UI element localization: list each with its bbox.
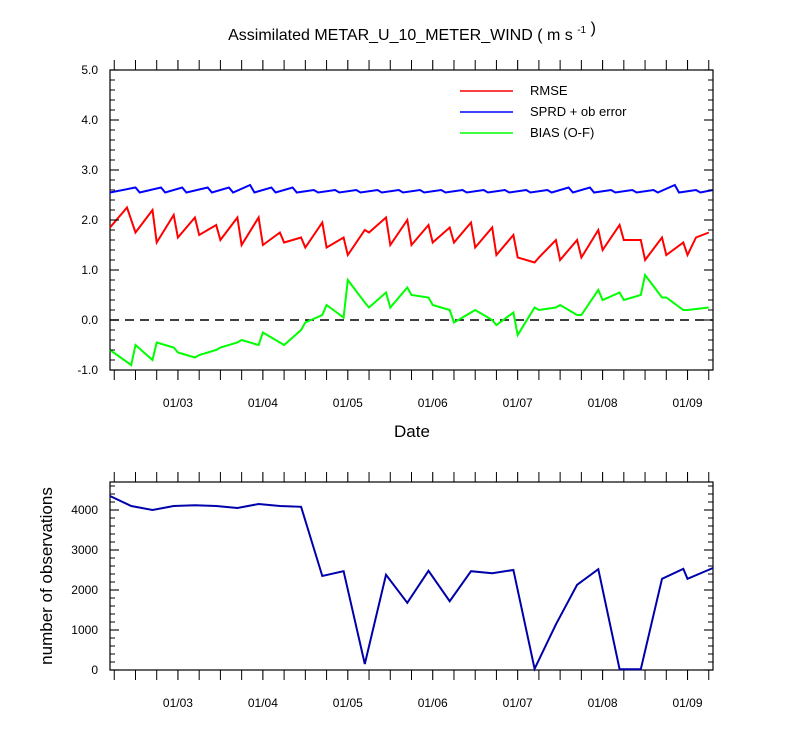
bottom-x-tick-label: 01/09 [673, 696, 703, 710]
top-x-tick-label: 01/05 [333, 396, 363, 410]
legend-label-sprd: SPRD + ob error [530, 104, 627, 119]
top-y-tick-label: 1.0 [81, 263, 98, 277]
top-x-tick-label: 01/08 [588, 396, 618, 410]
bottom-y-tick-label: 0 [91, 663, 98, 677]
bottom-x-tick-label: 01/05 [333, 696, 363, 710]
bottom-x-tick-label: 01/06 [418, 696, 448, 710]
top-x-tick-label: 01/03 [163, 396, 193, 410]
bottom-y-tick-label: 4000 [71, 503, 98, 517]
legend-label-rmse: RMSE [530, 83, 568, 98]
top-y-tick-label: 3.0 [81, 163, 98, 177]
bottom-series-observations [109, 495, 714, 672]
chart-title: Assimilated METAR_U_10_METER_WIND ( m s … [228, 20, 596, 44]
bottom-x-tick-label: 01/04 [248, 696, 278, 710]
top-x-tick-label: 01/04 [248, 396, 278, 410]
top-y-tick-label: 0.0 [81, 313, 98, 327]
top-series-rmse [109, 205, 710, 264]
y-axis-label-observations: number of observations [37, 487, 56, 665]
legend-label-bias: BIAS (O-F) [530, 125, 594, 140]
top-x-tick-label: 01/09 [673, 396, 703, 410]
bottom-x-tick-label: 01/08 [588, 696, 618, 710]
top-series-bias-o-f [109, 272, 709, 367]
top-y-tick-label: -1.0 [77, 363, 98, 377]
top-x-tick-label: 01/07 [503, 396, 533, 410]
top-y-tick-label: 4.0 [81, 113, 98, 127]
top-y-tick-label: 5.0 [81, 63, 98, 77]
bottom-plot-frame [109, 481, 714, 671]
top-y-tick-label: 2.0 [81, 213, 98, 227]
top-series-sprd-ob-error [109, 183, 714, 194]
bottom-y-tick-label: 2000 [71, 583, 98, 597]
bottom-y-tick-label: 3000 [71, 543, 98, 557]
top-x-tick-label: 01/06 [418, 396, 448, 410]
bottom-x-tick-label: 01/03 [163, 696, 193, 710]
x-axis-label: Date [394, 422, 430, 441]
bottom-x-tick-label: 01/07 [503, 696, 533, 710]
legend: RMSE SPRD + ob error BIAS (O-F) [460, 83, 627, 140]
bottom-y-tick-label: 1000 [71, 623, 98, 637]
